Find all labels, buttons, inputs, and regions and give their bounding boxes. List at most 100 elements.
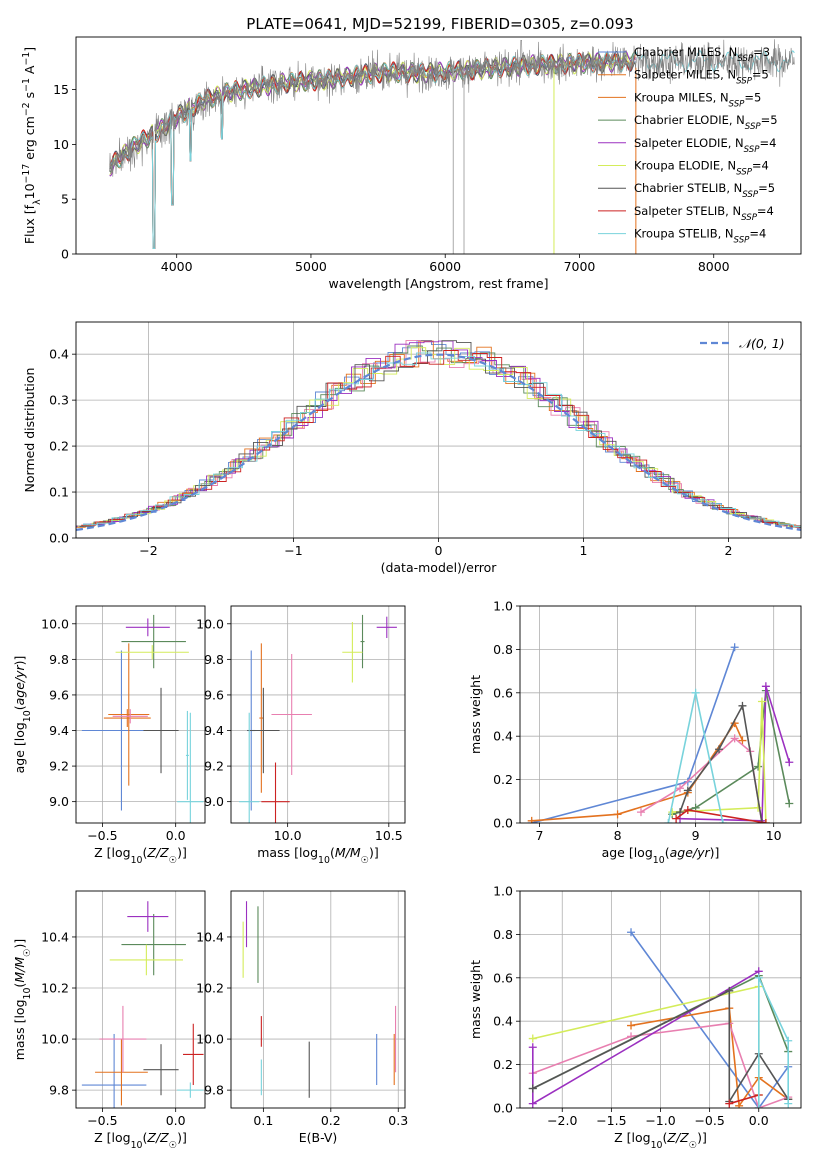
- x-tick-label: 0.0: [166, 1113, 186, 1128]
- weight-point-marker: [627, 1021, 636, 1030]
- y-tick-label: 0.0: [493, 1101, 513, 1116]
- y-tick-label: 1.0: [493, 884, 513, 899]
- observed-spectrum-line: [109, 39, 795, 177]
- x-tick-label: −0.5: [87, 828, 117, 843]
- y-tick-label: 9.8: [204, 652, 224, 667]
- weight-point-marker: [668, 808, 677, 817]
- weight-point-marker: [735, 1101, 744, 1108]
- weight-point-marker: [738, 736, 747, 745]
- y-tick-label: 0: [61, 247, 69, 262]
- y-tick-label: 0.4: [49, 347, 69, 362]
- plot-area: [76, 340, 801, 531]
- weight-point-marker: [613, 810, 622, 819]
- legend-label: Chabrier STELIB, NSSP=5: [634, 181, 775, 200]
- y-tick-label: 0.2: [493, 772, 513, 787]
- x-axis-label: mass [log10(M/M☉)]: [257, 845, 379, 866]
- weight-series-line: [679, 686, 791, 822]
- weight-point-marker: [761, 682, 770, 691]
- legend-label: Chabrier MILES, NSSP=3: [634, 45, 770, 64]
- panel-mass_vs_ebv: 0.1 0.2 0.3 9.8 10.0 10.2 10.4 E(B-V): [196, 890, 408, 1145]
- weight-point-marker: [754, 1104, 763, 1108]
- weight-point-marker: [636, 808, 645, 817]
- x-tick-label: 10.0: [274, 828, 302, 843]
- weight-point-marker: [528, 1099, 537, 1108]
- legend-label: Kroupa MILES, NSSP=5: [634, 90, 761, 109]
- x-axis-label: Z [log10(Z/Z☉)]: [614, 1130, 707, 1151]
- figure-title: PLATE=0641, MJD=52199, FIBERID=0305, z=0…: [246, 15, 633, 33]
- legend-label: Chabrier ELODIE, NSSP=5: [634, 113, 778, 132]
- x-tick-label: −0.5: [694, 1113, 724, 1128]
- panel-weight_vs_age: 7 8 9 10 0.0 0.2 0.4 0.6 0.8 1.0 mass weight age [l…: [468, 599, 802, 866]
- weight-series-line: [679, 703, 763, 823]
- y-tick-label: 0.3: [49, 393, 69, 408]
- legend-label: Salpeter ELODIE, NSSP=4: [634, 136, 776, 155]
- axes-frame: [75, 605, 206, 824]
- x-tick-label: 0.0: [166, 828, 186, 843]
- axes-frame: [519, 605, 802, 824]
- plot-area: [527, 643, 794, 823]
- panel-age_vs_Z: −0.5 0.0 9.0 9.2 9.4 9.6 9.8 10.0 Z [log10(Z/Z☉)…: [12, 605, 206, 866]
- weight-point-marker: [754, 762, 763, 771]
- x-tick-label: 1: [580, 543, 588, 558]
- y-tick-label: 10: [53, 137, 69, 152]
- x-tick-label: −1.5: [596, 1113, 626, 1128]
- x-tick-label: 2: [725, 543, 733, 558]
- panel-age_vs_mass: 10.0 10.5 9.0 9.2 9.4 9.6 9.8 10.0 mass [log10(M…: [196, 605, 406, 866]
- weight-series-line: [630, 931, 789, 1108]
- x-axis-label: wavelength [Angstrom, rest frame]: [328, 276, 548, 291]
- x-tick-label: 8: [614, 828, 622, 843]
- y-tick-label: 0.8: [493, 927, 513, 942]
- weight-point-marker: [785, 799, 794, 808]
- y-tick-label: 0.2: [49, 439, 69, 454]
- y-tick-label: 0.6: [493, 685, 513, 700]
- x-tick-label: 0.3: [388, 1113, 408, 1128]
- y-tick-label: 9.4: [204, 723, 224, 738]
- weight-point-marker: [784, 1036, 793, 1045]
- x-tick-label: −0.5: [87, 1113, 117, 1128]
- panel-weight_vs_Z: −2.0 −1.5 −1.0 −0.5 0.0 0.0 0.2 0.4 0.6 0.8 1.0 mas…: [468, 884, 802, 1151]
- weight-point-marker: [718, 819, 727, 823]
- axes-frame: [75, 321, 802, 539]
- x-tick-label: −1: [284, 543, 302, 558]
- y-tick-label: 10.0: [41, 1032, 69, 1047]
- weight-point-marker: [761, 819, 770, 823]
- y-tick-label: 9.8: [49, 652, 69, 667]
- panel-residuals: −2 −1 0 1 2 0.0 0.1 0.2 0.3 0.4 (data-model)/error…: [22, 321, 802, 575]
- y-tick-label: 10.2: [196, 981, 224, 996]
- weight-series-line: [729, 1094, 760, 1105]
- y-tick-label: 9.8: [49, 1083, 69, 1098]
- residual-histogram: [83, 352, 801, 528]
- weight-point-marker: [715, 745, 724, 754]
- x-axis-label: Z [log10(Z/Z☉)]: [94, 845, 187, 866]
- y-tick-label: 10.0: [196, 1032, 224, 1047]
- weight-point-marker: [757, 697, 766, 706]
- y-axis-label: age [log10(age/yr)]: [12, 656, 33, 774]
- panel-spectrum: 4000 5000 6000 7000 8000 0 5 10 15 wavelength [An…: [21, 36, 802, 291]
- axes-frame: [230, 890, 406, 1109]
- axes-frame: [519, 890, 802, 1109]
- x-tick-label: −2: [139, 543, 157, 558]
- x-tick-label: −2.0: [547, 1113, 577, 1128]
- weight-point-marker: [730, 643, 739, 652]
- weight-series-line: [531, 721, 744, 822]
- weight-point-marker: [738, 701, 747, 710]
- y-tick-label: 0.4: [493, 1014, 513, 1029]
- weight-point-marker: [754, 973, 763, 982]
- weight-point-marker: [725, 1099, 734, 1108]
- weight-series-line: [671, 690, 791, 816]
- weight-series-line: [532, 985, 760, 1095]
- x-tick-label: 0.2: [321, 1113, 341, 1128]
- weight-point-marker: [683, 805, 692, 814]
- axes-frame: [230, 605, 406, 824]
- weight-point-marker: [527, 816, 536, 823]
- y-tick-label: 1.0: [493, 599, 513, 614]
- y-tick-label: 5: [61, 192, 69, 207]
- legend-label: Kroupa ELODIE, NSSP=4: [634, 159, 769, 178]
- y-tick-label: 0.2: [493, 1057, 513, 1072]
- weight-series-line: [672, 701, 767, 823]
- y-tick-label: 9.2: [204, 759, 224, 774]
- x-tick-label: 0.1: [253, 1113, 273, 1128]
- x-axis-label: Z [log10(Z/Z☉)]: [94, 1130, 187, 1151]
- y-tick-label: 10.0: [196, 616, 224, 631]
- y-tick-label: 9.6: [49, 687, 69, 702]
